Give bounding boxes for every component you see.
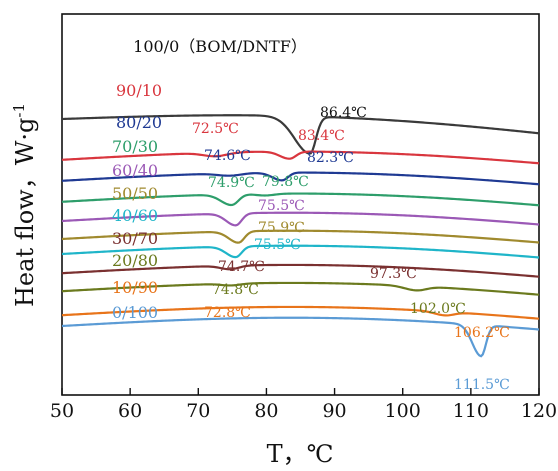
series-curve bbox=[61, 211, 540, 227]
peak-temperature-label: 79.8℃ bbox=[262, 174, 309, 190]
series-label: 10/90 bbox=[112, 278, 158, 297]
peak-temperature-label: 75.5℃ bbox=[254, 237, 301, 253]
series-curve bbox=[61, 263, 540, 278]
x-tick-label: 60 bbox=[118, 400, 142, 422]
peak-temperature-label: 106.2℃ bbox=[454, 325, 510, 341]
series-curve bbox=[61, 171, 540, 186]
x-tick-label: 110 bbox=[453, 400, 489, 422]
x-tick-label: 90 bbox=[322, 400, 346, 422]
series-curve bbox=[61, 244, 540, 259]
x-tick-label: 100 bbox=[385, 400, 421, 422]
series-labels: 100/0（BOM/DNTF） 90/10 80/20 70/30 60/40 50/50… bbox=[112, 37, 307, 322]
peak-labels: 86.4℃ 72.5℃ 83.4℃ 74.6℃ 82.3℃ 74.9℃ 79.8℃ 75.5℃… bbox=[192, 105, 510, 393]
peak-temperature-label: 83.4℃ bbox=[298, 128, 345, 144]
series-label: 70/30 bbox=[112, 137, 158, 156]
y-axis-title-main: Heat flow，W·g bbox=[11, 118, 39, 307]
series-label: 100/0（BOM/DNTF） bbox=[133, 37, 307, 56]
peak-temperature-label: 74.8℃ bbox=[212, 282, 259, 298]
series-label: 0/100 bbox=[112, 303, 158, 322]
series-label: 20/80 bbox=[112, 251, 158, 270]
x-tick-label: 50 bbox=[50, 400, 74, 422]
series-curves bbox=[61, 114, 540, 358]
peak-temperature-label: 111.5℃ bbox=[454, 377, 510, 393]
y-axis-title: Heat flow，W·g-1 bbox=[10, 103, 39, 307]
x-tick-label: 70 bbox=[186, 400, 210, 422]
series-label: 60/40 bbox=[112, 161, 158, 180]
series-label: 30/70 bbox=[112, 229, 158, 248]
peak-temperature-label: 97.3℃ bbox=[370, 266, 417, 282]
series-curve bbox=[61, 316, 540, 358]
peak-temperature-label: 82.3℃ bbox=[307, 150, 354, 166]
x-axis-title: T，℃ bbox=[267, 440, 334, 468]
peak-temperature-label: 75.5℃ bbox=[258, 198, 305, 214]
series-curve bbox=[61, 281, 540, 296]
series-label: 40/60 bbox=[112, 206, 158, 225]
peak-temperature-label: 74.9℃ bbox=[208, 175, 255, 191]
peak-temperature-label: 86.4℃ bbox=[320, 105, 367, 121]
series-curve bbox=[61, 229, 540, 244]
peak-temperature-label: 72.5℃ bbox=[192, 121, 239, 137]
peak-temperature-label: 75.9℃ bbox=[258, 220, 305, 236]
peak-temperature-label: 74.7℃ bbox=[218, 259, 265, 275]
series-curve bbox=[61, 192, 540, 207]
series-label: 90/10 bbox=[116, 81, 162, 100]
y-axis-title-superscript: -1 bbox=[10, 103, 28, 118]
x-tick-label: 120 bbox=[521, 400, 557, 422]
series-curve bbox=[61, 305, 540, 320]
x-tick-label: 80 bbox=[254, 400, 278, 422]
series-curve bbox=[61, 114, 540, 155]
y-axis-title-group: Heat flow，W·g-1 bbox=[10, 103, 39, 307]
series-label: 80/20 bbox=[116, 113, 162, 132]
series-curve bbox=[61, 150, 540, 165]
x-axis-ticks: 50 60 70 80 90 100 110 120 bbox=[50, 388, 557, 422]
peak-temperature-label: 102.0℃ bbox=[410, 301, 466, 317]
peak-temperature-label: 74.6℃ bbox=[204, 148, 251, 164]
series-label: 50/50 bbox=[112, 184, 158, 203]
peak-temperature-label: 72.8℃ bbox=[204, 305, 251, 321]
